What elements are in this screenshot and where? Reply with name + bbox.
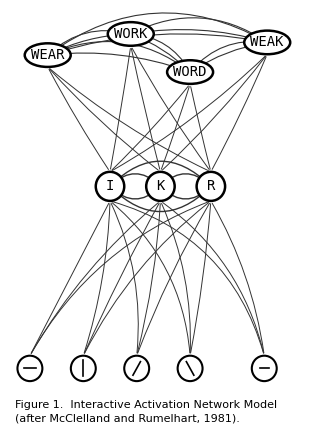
FancyArrowPatch shape	[111, 203, 138, 353]
FancyArrowPatch shape	[85, 203, 209, 353]
Text: WORK: WORK	[114, 27, 147, 41]
FancyArrowPatch shape	[112, 86, 188, 170]
FancyArrowPatch shape	[84, 203, 159, 353]
FancyArrowPatch shape	[112, 203, 190, 353]
FancyArrowPatch shape	[50, 31, 128, 53]
FancyArrowPatch shape	[31, 203, 109, 353]
FancyArrowPatch shape	[191, 203, 211, 353]
FancyArrowPatch shape	[138, 203, 160, 353]
FancyArrowPatch shape	[31, 203, 158, 353]
FancyArrowPatch shape	[163, 203, 264, 353]
FancyArrowPatch shape	[131, 48, 160, 169]
Text: WEAK: WEAK	[251, 35, 284, 49]
FancyArrowPatch shape	[111, 48, 130, 169]
FancyArrowPatch shape	[50, 53, 188, 71]
FancyArrowPatch shape	[112, 161, 209, 184]
FancyArrowPatch shape	[133, 29, 265, 41]
FancyArrowPatch shape	[193, 43, 265, 70]
Text: WEAR: WEAR	[31, 48, 65, 62]
FancyArrowPatch shape	[84, 203, 110, 353]
FancyArrowPatch shape	[50, 69, 208, 171]
FancyArrowPatch shape	[133, 18, 265, 41]
Text: K: K	[156, 179, 165, 194]
Ellipse shape	[25, 43, 71, 67]
FancyArrowPatch shape	[50, 41, 188, 70]
FancyArrowPatch shape	[113, 202, 264, 353]
FancyArrowPatch shape	[138, 203, 210, 353]
FancyArrowPatch shape	[161, 86, 189, 169]
FancyArrowPatch shape	[50, 34, 265, 54]
Text: WORD: WORD	[173, 65, 207, 79]
Ellipse shape	[71, 356, 96, 381]
FancyArrowPatch shape	[192, 41, 265, 70]
FancyArrowPatch shape	[163, 188, 209, 199]
FancyArrowPatch shape	[49, 69, 158, 170]
Ellipse shape	[96, 172, 124, 201]
Ellipse shape	[17, 356, 42, 381]
FancyArrowPatch shape	[163, 174, 209, 184]
Ellipse shape	[124, 356, 149, 381]
Ellipse shape	[252, 356, 277, 381]
Ellipse shape	[108, 22, 154, 46]
Ellipse shape	[146, 172, 175, 201]
Ellipse shape	[244, 31, 290, 54]
FancyArrowPatch shape	[163, 57, 265, 170]
FancyArrowPatch shape	[133, 35, 188, 70]
Text: R: R	[207, 179, 215, 194]
FancyArrowPatch shape	[212, 57, 266, 169]
FancyArrowPatch shape	[50, 13, 265, 54]
FancyArrowPatch shape	[49, 70, 108, 169]
FancyArrowPatch shape	[31, 202, 208, 353]
FancyArrowPatch shape	[162, 203, 190, 353]
Ellipse shape	[167, 60, 213, 84]
FancyArrowPatch shape	[112, 188, 209, 212]
FancyArrowPatch shape	[133, 34, 189, 70]
FancyArrowPatch shape	[132, 48, 209, 170]
FancyArrowPatch shape	[212, 203, 264, 353]
Ellipse shape	[197, 172, 225, 201]
Text: I: I	[106, 179, 114, 194]
FancyArrowPatch shape	[112, 188, 159, 199]
FancyArrowPatch shape	[112, 174, 159, 184]
Ellipse shape	[178, 356, 203, 381]
FancyArrowPatch shape	[191, 86, 210, 169]
FancyArrowPatch shape	[50, 34, 128, 54]
FancyArrowPatch shape	[112, 56, 265, 171]
Text: Figure 1.  Interactive Activation Network Model
(after McClelland and Rumelhart,: Figure 1. Interactive Activation Network…	[15, 400, 277, 423]
